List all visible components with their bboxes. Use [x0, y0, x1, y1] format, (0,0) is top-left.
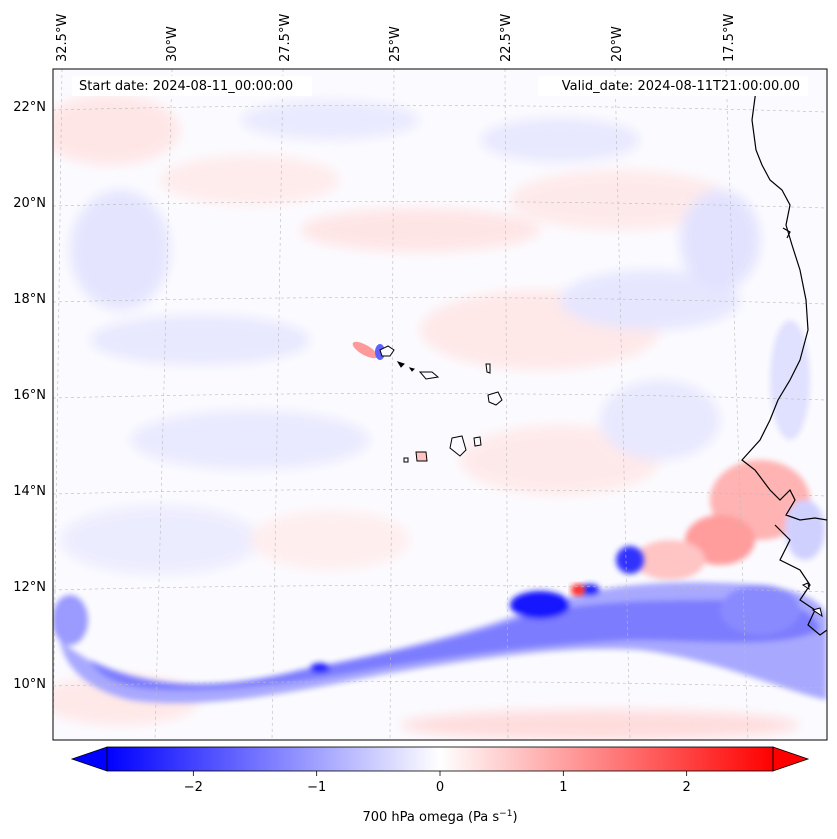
lat-label-20n: 20°N	[13, 196, 46, 211]
colorbar-label: 700 hPa omega (Pa s−1)	[362, 809, 517, 825]
map-panel: Start date: 2024-08-11_00:00:00 Valid_da…	[52, 68, 828, 741]
omega-field	[53, 95, 827, 740]
lon-label-27-5w: 27.5°W	[278, 14, 293, 62]
coastline	[741, 89, 827, 636]
valid-date-text: Valid_date: 2024-08-11T21:00:00.00	[562, 79, 800, 94]
colorbar-gradient	[107, 747, 773, 771]
lon-label-32-5w: 32.5°W	[55, 14, 70, 62]
lat-label-12n: 12°N	[13, 580, 46, 595]
colorbar-tick-label: 0	[436, 780, 444, 795]
longitude-labels: 32.5°W 30°W 27.5°W 25°W 22.5°W 20°W 17.5…	[55, 14, 737, 62]
lat-label-10n: 10°N	[13, 677, 46, 692]
lat-label-16n: 16°N	[13, 388, 46, 403]
lon-label-17-5w: 17.5°W	[722, 14, 737, 62]
map-gridlines	[53, 69, 827, 740]
valid-date-background	[538, 76, 808, 96]
colorbar-tick-label: 2	[683, 780, 691, 795]
map-frame	[52, 68, 828, 741]
lat-label-18n: 18°N	[13, 292, 46, 307]
colorbar: −2 −1 0 1 2 700 hPa omega (Pa s−1)	[70, 746, 810, 825]
lon-label-30w: 30°W	[165, 26, 180, 62]
colorbar-tick-label: −2	[184, 780, 203, 795]
lon-label-20w: 20°W	[610, 26, 625, 62]
latitude-labels: 22°N 20°N 18°N 16°N 14°N 12°N 10°N	[13, 100, 46, 692]
lat-label-22n: 22°N	[13, 100, 46, 115]
lon-label-25w: 25°W	[388, 26, 403, 62]
lat-label-14n: 14°N	[13, 484, 46, 499]
lon-label-22-5w: 22.5°W	[499, 14, 514, 62]
colorbar-ticks: −2 −1 0 1 2	[184, 771, 691, 795]
colorbar-label-exponent: −1	[499, 809, 512, 819]
colorbar-extend-min	[70, 746, 108, 772]
colorbar-tick-label: 1	[559, 780, 567, 795]
colorbar-extend-max	[772, 746, 810, 772]
start-date-text: Start date: 2024-08-11_00:00:00	[79, 79, 293, 94]
colorbar-tick-label: −1	[307, 780, 326, 795]
start-date-background	[72, 76, 312, 96]
cape-verde-islands	[379, 345, 823, 618]
